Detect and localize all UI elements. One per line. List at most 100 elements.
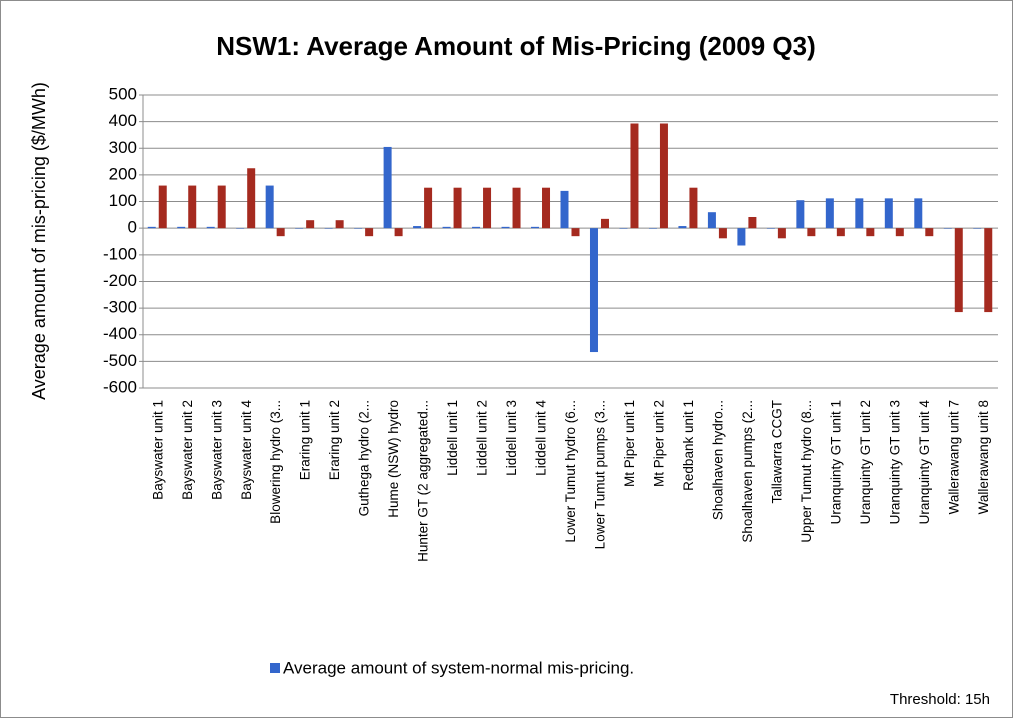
bar bbox=[707, 212, 716, 229]
bar bbox=[737, 228, 746, 246]
bar bbox=[295, 228, 304, 229]
bar bbox=[855, 198, 864, 229]
bar bbox=[472, 226, 481, 229]
bar bbox=[600, 218, 609, 229]
bar bbox=[560, 190, 569, 229]
x-tick-label: Uranquinty GT unit 3 bbox=[887, 400, 902, 524]
x-tick-label: Shoalhaven hydro... bbox=[710, 400, 725, 520]
bar bbox=[825, 198, 834, 229]
bar bbox=[925, 228, 934, 237]
y-tick-label: -500 bbox=[103, 351, 137, 370]
bar bbox=[236, 228, 245, 229]
bar bbox=[442, 226, 451, 229]
bar bbox=[895, 228, 904, 237]
x-tick-label: Eraring unit 2 bbox=[327, 400, 342, 480]
bar bbox=[217, 185, 226, 229]
x-tick-label: Eraring unit 1 bbox=[298, 400, 313, 480]
bar bbox=[247, 168, 256, 229]
legend-swatch bbox=[270, 663, 280, 673]
y-tick-label: -600 bbox=[103, 377, 137, 396]
y-tick-label: 200 bbox=[109, 164, 137, 183]
bar bbox=[206, 226, 215, 229]
bar bbox=[807, 228, 816, 237]
x-tick-label: Liddell unit 4 bbox=[534, 400, 549, 476]
bar bbox=[413, 226, 422, 229]
bar bbox=[483, 187, 492, 229]
bar bbox=[501, 226, 510, 229]
bar bbox=[648, 228, 657, 229]
bar bbox=[836, 228, 845, 237]
x-tick-label: Lower Tumut pumps (3... bbox=[593, 400, 608, 549]
x-tick-label: Blowering hydro (3... bbox=[268, 400, 283, 524]
bar bbox=[884, 198, 893, 229]
bar bbox=[158, 185, 167, 229]
bar bbox=[914, 198, 923, 229]
x-tick-label: Liddell unit 2 bbox=[475, 400, 490, 476]
x-tick-label: Wallerawang unit 8 bbox=[976, 400, 991, 514]
x-tick-label: Redbank unit 1 bbox=[681, 400, 696, 491]
bar bbox=[630, 123, 639, 229]
y-tick-label: 500 bbox=[109, 84, 137, 103]
x-tick-label: Liddell unit 3 bbox=[504, 400, 519, 476]
x-tick-label: Uranquinty GT unit 1 bbox=[828, 400, 843, 524]
bar bbox=[394, 228, 403, 237]
bar bbox=[265, 185, 274, 229]
bar bbox=[383, 146, 392, 229]
bar bbox=[659, 123, 668, 229]
x-tick-label: Lower Tumut hydro (6... bbox=[563, 400, 578, 543]
x-tick-label: Bayswater unit 2 bbox=[180, 400, 195, 500]
x-tick-label: Bayswater unit 4 bbox=[239, 400, 254, 500]
bar bbox=[453, 187, 462, 229]
x-tick-label: Mt Piper unit 1 bbox=[622, 400, 637, 487]
x-tick-label: Bayswater unit 1 bbox=[150, 400, 165, 500]
x-tick-label: Guthega hydro (2... bbox=[357, 400, 372, 516]
bar bbox=[689, 187, 698, 229]
bar bbox=[954, 228, 963, 313]
bar bbox=[866, 228, 875, 237]
x-tick-label: Liddell unit 1 bbox=[445, 400, 460, 476]
bar bbox=[147, 226, 156, 229]
annotation: Threshold: 15h bbox=[890, 691, 990, 708]
bar bbox=[276, 228, 285, 237]
x-tick-label: Wallerawang unit 7 bbox=[946, 400, 961, 514]
x-tick-label: Bayswater unit 3 bbox=[209, 400, 224, 500]
bar bbox=[531, 226, 540, 229]
bar bbox=[766, 228, 775, 229]
x-tick-label: Shoalhaven pumps (2... bbox=[740, 400, 755, 543]
bar bbox=[324, 228, 333, 229]
bar bbox=[748, 216, 757, 229]
bar bbox=[512, 187, 521, 229]
bar bbox=[571, 228, 580, 237]
y-tick-label: -300 bbox=[103, 298, 137, 317]
bar bbox=[542, 187, 551, 229]
legend-label: Average amount of system-normal mis-pric… bbox=[283, 658, 634, 677]
x-tick-label: Mt Piper unit 2 bbox=[652, 400, 667, 487]
bar bbox=[335, 220, 344, 229]
bar bbox=[306, 220, 315, 229]
x-tick-label: Hunter GT (2 aggregated... bbox=[416, 400, 431, 562]
bar bbox=[678, 226, 687, 229]
x-tick-label: Upper Tumut hydro (8... bbox=[799, 400, 814, 543]
bar bbox=[354, 228, 363, 229]
bar bbox=[796, 200, 805, 229]
bar bbox=[619, 228, 628, 229]
x-tick-label: Uranquinty GT unit 4 bbox=[917, 400, 932, 525]
bar bbox=[718, 228, 727, 239]
y-tick-label: 0 bbox=[128, 218, 137, 237]
y-tick-label: -100 bbox=[103, 244, 137, 263]
bar bbox=[777, 228, 786, 239]
bar bbox=[188, 185, 197, 229]
bar bbox=[365, 228, 374, 237]
y-tick-label: 300 bbox=[109, 138, 137, 157]
y-tick-label: -400 bbox=[103, 324, 137, 343]
bar bbox=[589, 228, 598, 353]
x-tick-label: Tallawarra CCGT bbox=[769, 400, 784, 504]
bar bbox=[943, 228, 952, 229]
y-tick-label: 100 bbox=[109, 191, 137, 210]
bar bbox=[424, 187, 433, 229]
bar bbox=[973, 228, 982, 229]
bar bbox=[177, 226, 186, 229]
x-tick-label: Hume (NSW) hydro bbox=[386, 400, 401, 518]
